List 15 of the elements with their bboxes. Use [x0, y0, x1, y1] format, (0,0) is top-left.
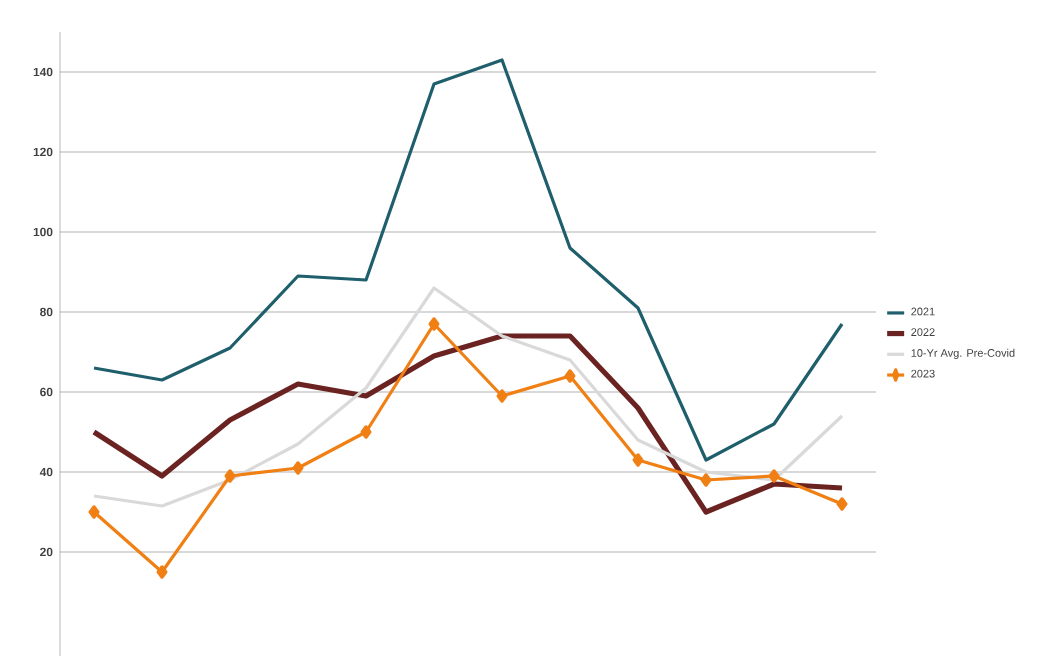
line-series	[92, 286, 844, 508]
point	[768, 469, 780, 483]
point	[700, 473, 712, 487]
point	[428, 317, 440, 331]
line-series	[92, 58, 844, 462]
point	[564, 369, 576, 383]
point	[156, 565, 168, 579]
point	[496, 389, 508, 403]
point	[292, 461, 304, 475]
point	[88, 505, 100, 519]
point	[836, 497, 848, 511]
point	[224, 469, 236, 483]
point	[632, 453, 644, 467]
point	[360, 425, 372, 439]
line-series	[91, 333, 845, 515]
